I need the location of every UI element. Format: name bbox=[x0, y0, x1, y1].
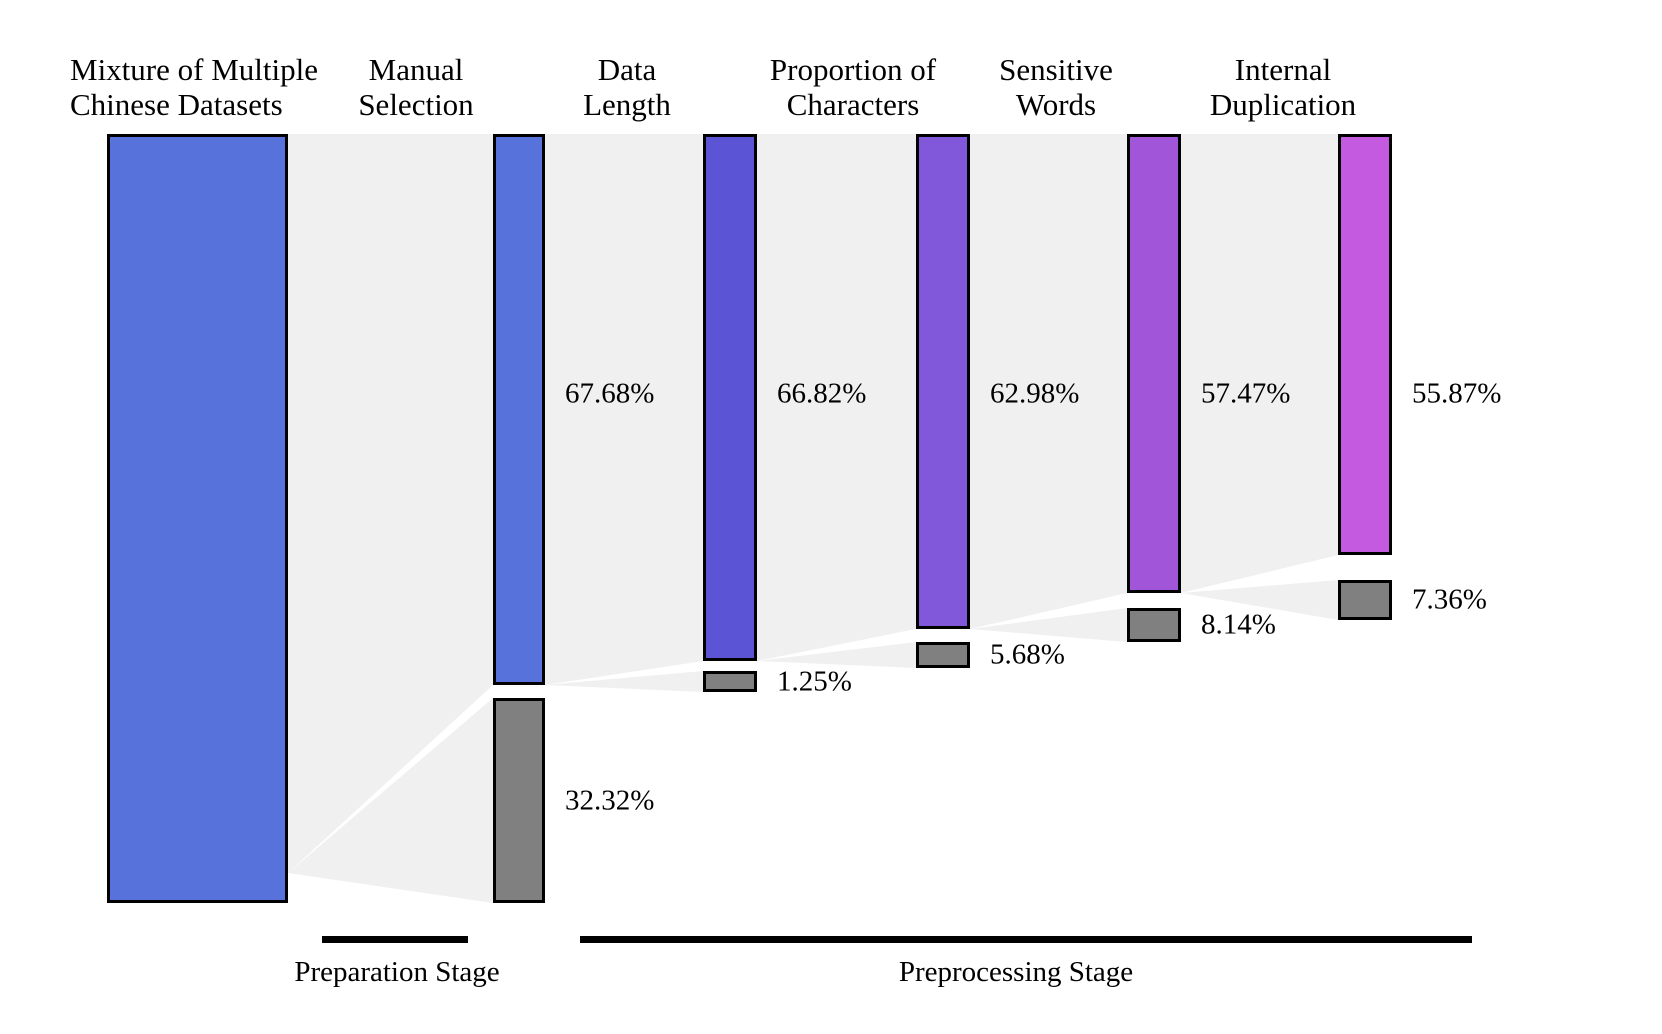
flow-split-sliver bbox=[1181, 555, 1338, 593]
preparation-stage-line bbox=[322, 936, 468, 943]
removed-pct-label-after-internal-duplication: 7.36% bbox=[1412, 583, 1487, 616]
header-line: Duplication bbox=[1209, 87, 1357, 122]
header-line: Manual bbox=[368, 52, 464, 87]
flow-band bbox=[288, 134, 493, 903]
removed-bar-after-internal-duplication bbox=[1338, 580, 1392, 620]
flow-split-sliver bbox=[757, 629, 916, 661]
header-line: Proportion of bbox=[769, 52, 937, 87]
header-line: Data bbox=[597, 52, 657, 87]
retained-pct-label-after-proportion-of-characters: 62.98% bbox=[990, 377, 1080, 410]
retained-bar-after-sensitive-words bbox=[1127, 134, 1181, 593]
removed-pct-label-after-manual-selection: 32.32% bbox=[565, 784, 655, 816]
removed-bar-after-data-length bbox=[703, 671, 757, 692]
flow-band bbox=[545, 134, 703, 692]
preparation-stage-label: Preparation Stage bbox=[294, 956, 500, 988]
removed-pct-label-after-proportion-of-characters: 5.68% bbox=[990, 638, 1065, 671]
removed-pct-label-after-sensitive-words: 8.14% bbox=[1201, 608, 1276, 641]
flow-split-sliver bbox=[288, 685, 493, 873]
header-line: Selection bbox=[358, 87, 474, 122]
retained-bar-after-data-length bbox=[703, 134, 757, 661]
flow-split-sliver bbox=[970, 593, 1127, 629]
header-line: Chinese Datasets bbox=[70, 87, 283, 122]
header-line: Internal bbox=[1234, 52, 1332, 87]
preprocessing-stage-line bbox=[580, 936, 1472, 943]
flow-band bbox=[1181, 134, 1338, 620]
retained-pct-label-after-internal-duplication: 55.87% bbox=[1412, 377, 1502, 410]
flow-split-sliver bbox=[545, 661, 703, 685]
retained-bar-after-internal-duplication bbox=[1338, 134, 1392, 555]
removed-bar-after-manual-selection bbox=[493, 698, 545, 903]
removed-pct-label-after-data-length: 1.25% bbox=[777, 665, 852, 697]
removed-bar-after-sensitive-words bbox=[1127, 608, 1181, 642]
retained-bar-after-manual-selection bbox=[493, 134, 545, 685]
header-line: Length bbox=[583, 87, 671, 122]
removed-bar-after-proportion-of-characters bbox=[916, 642, 970, 668]
header-internal-duplication: Internal Duplication bbox=[1210, 52, 1356, 122]
flow-band bbox=[970, 134, 1127, 642]
header-proportion-of-characters: Proportion of Characters bbox=[770, 52, 936, 122]
retained-pct-label-after-data-length: 66.82% bbox=[777, 377, 867, 410]
preprocessing-stage-label: Preprocessing Stage bbox=[898, 956, 1134, 988]
retained-bar-after-proportion-of-characters bbox=[916, 134, 970, 629]
retained-pct-label-after-sensitive-words: 57.47% bbox=[1201, 377, 1291, 410]
header-data-length: Data Length bbox=[583, 52, 671, 122]
header-line: Words bbox=[1015, 87, 1097, 122]
header-line: Characters bbox=[786, 87, 920, 122]
header-sensitive-words: Sensitive Words bbox=[999, 52, 1113, 122]
retained-bar-mixture bbox=[107, 134, 288, 903]
flow-band bbox=[757, 134, 916, 668]
header-manual-selection: Manual Selection bbox=[358, 52, 473, 122]
retained-pct-label-after-manual-selection: 67.68% bbox=[565, 377, 655, 410]
header-line: Mixture of Multiple bbox=[70, 52, 318, 87]
header-line: Sensitive bbox=[999, 52, 1113, 87]
header-mixture: Mixture of Multiple Chinese Datasets bbox=[70, 52, 318, 122]
